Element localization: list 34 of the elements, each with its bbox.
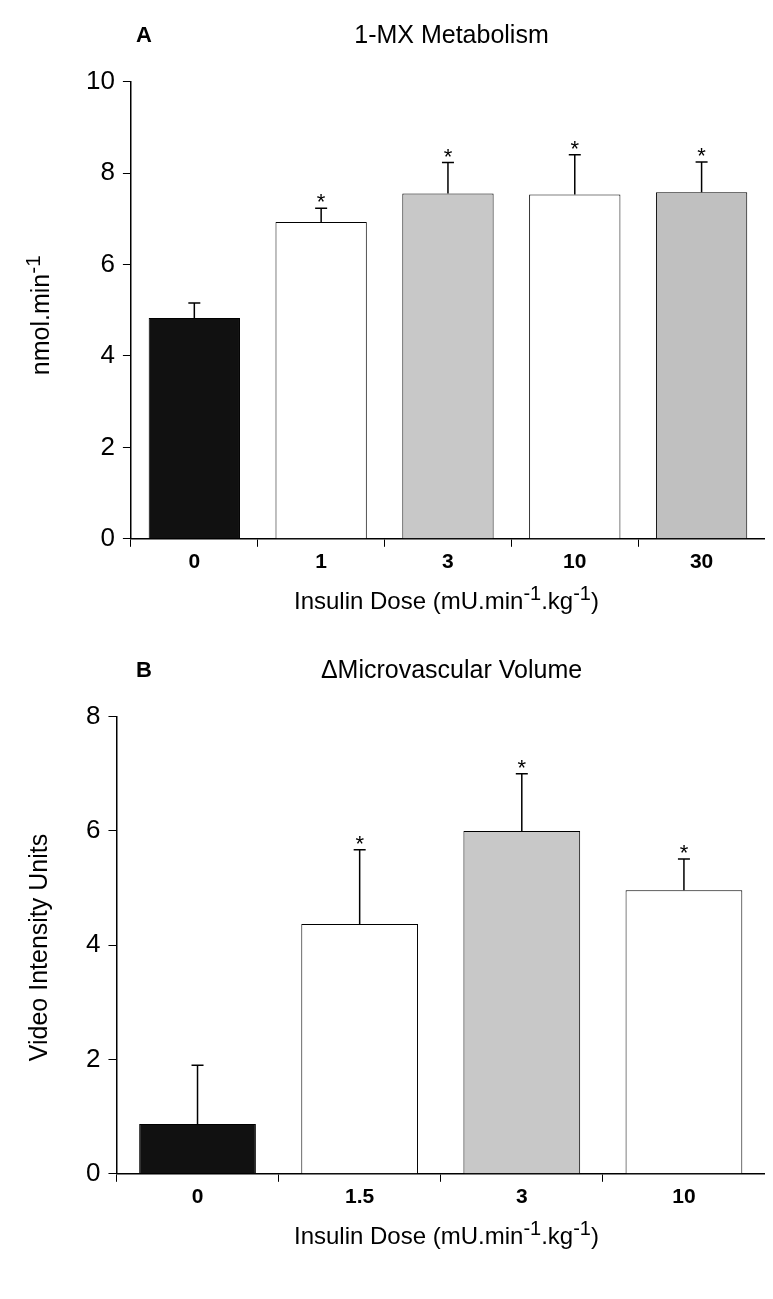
y-tick-label: 0: [100, 521, 115, 552]
chart-title: 1-MX Metabolism: [354, 20, 549, 48]
annotation: *: [316, 189, 326, 215]
annotation: *: [570, 135, 580, 161]
y-tick-label: 2: [100, 430, 115, 461]
x-tick-label: 3: [515, 1184, 528, 1208]
x-tick-label: 10: [672, 1184, 696, 1208]
x-tick-label: 1.5: [345, 1184, 375, 1208]
y-tick-label: 6: [100, 247, 115, 278]
y-tick-label: 8: [100, 156, 115, 187]
x-tick-label: 30: [689, 549, 714, 573]
x-tick-label: 10: [563, 549, 587, 573]
annotation: *: [517, 754, 527, 780]
annotation: *: [697, 143, 707, 169]
x-axis-title: Insulin Dose (mU.min$^{-1}$.kg$^{-1}$): [293, 582, 600, 615]
y-tick-label: 0: [85, 1156, 101, 1187]
x-tick-label: 0: [188, 549, 201, 573]
text: B: [136, 657, 152, 683]
y-tick-label: 8: [85, 699, 101, 730]
annotation: *: [679, 839, 689, 865]
x-tick-label: 0: [191, 1184, 204, 1208]
x-tick-label: 1: [315, 549, 328, 573]
chart-title: ΔMicrovascular Volume: [320, 655, 583, 683]
annotation: *: [443, 143, 453, 169]
text: A: [136, 22, 152, 48]
x-tick-label: 3: [442, 549, 454, 573]
annotation: *: [355, 830, 365, 856]
y-axis-title: Video Intensity Units: [23, 833, 53, 1062]
y-tick-label: 4: [85, 928, 101, 959]
y-tick-label: 2: [85, 1042, 101, 1073]
y-tick-label: 4: [100, 339, 115, 370]
y-tick-label: 6: [85, 814, 101, 845]
x-axis-title: Insulin Dose (mU.min$^{-1}$.kg$^{-1}$): [293, 1217, 600, 1250]
y-tick-label: 10: [86, 64, 115, 95]
